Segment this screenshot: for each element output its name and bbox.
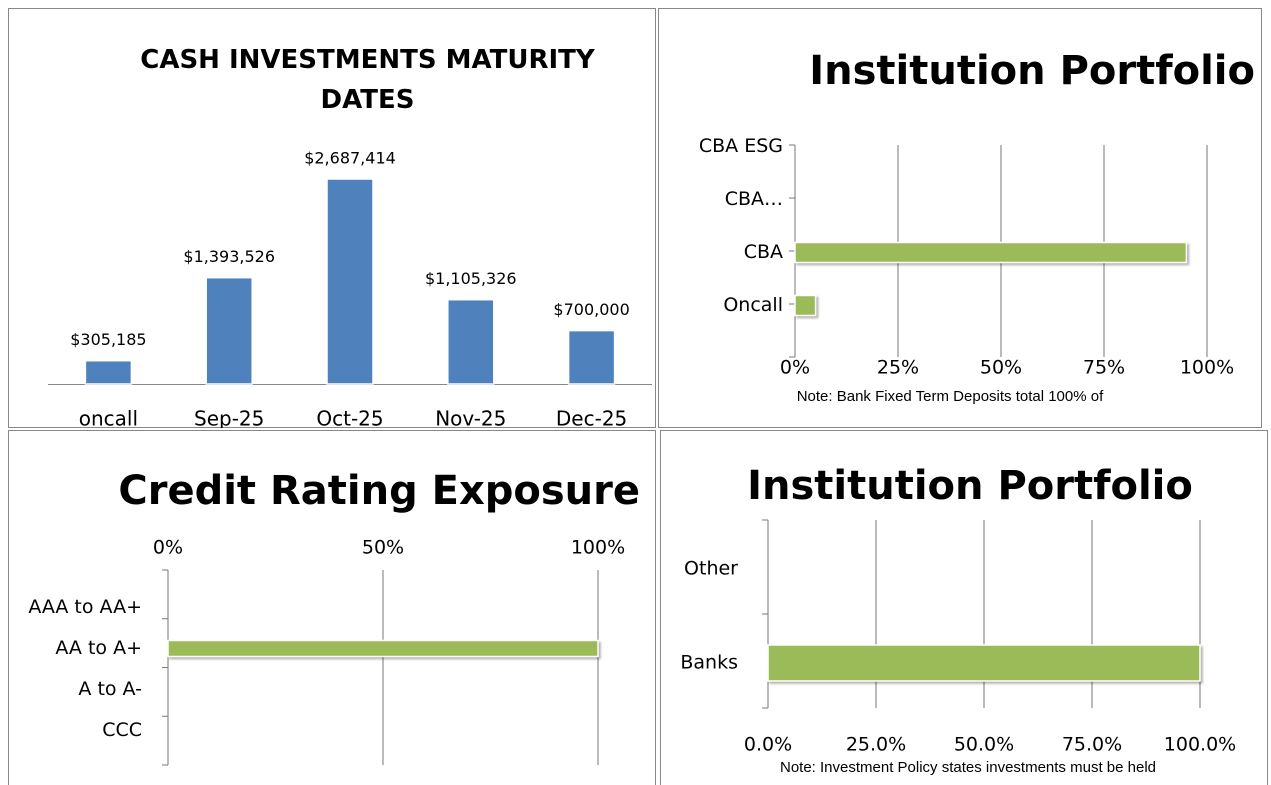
bar (167, 639, 599, 658)
value-label: $1,393,526 (183, 247, 275, 266)
y-tick-label: CBA (744, 241, 783, 263)
panel (660, 430, 1268, 785)
title-box: CASH INVESTMENTS MATURITY DATES (140, 45, 595, 116)
note: Note: Investment Policy states investmen… (780, 759, 1156, 776)
bar (84, 359, 133, 385)
y-tick-label: A to A- (78, 678, 142, 700)
bar (767, 644, 1201, 682)
x-tick-label: 100.0% (1164, 734, 1236, 756)
panel (658, 8, 1262, 428)
x-tick-label: 75% (1083, 357, 1125, 379)
x-tick-label: oncall (79, 407, 138, 431)
y-tick-label: Other (684, 558, 738, 580)
value-label: $700,000 (553, 300, 629, 319)
x-tick-label: Oct-25 (316, 407, 383, 431)
x-tick-label: 50% (362, 537, 404, 559)
y-tick-label: Banks (680, 652, 738, 674)
x-tick-label: 0% (780, 357, 810, 379)
x-tick-label: 25% (877, 357, 919, 379)
bar (794, 241, 1188, 264)
chart-institution: Institution Portfolio 0% 25% 50% 75% 100% CBA … (699, 48, 1255, 405)
x-tick-label: 50% (980, 357, 1022, 379)
chart-title: Institution Portfolio (809, 48, 1255, 94)
title-box: Institution Portfolio (809, 48, 1255, 94)
x-tick-label: 50.0% (954, 734, 1014, 756)
bar (447, 298, 495, 385)
chart-institution-type: Institution Portfolio 0.0% 25.0% 50.0% 75.0%… (680, 463, 1236, 776)
x-tick-label: Sep-25 (194, 407, 264, 431)
y-tick-label: AAA to AA+ (28, 596, 142, 618)
chart-maturity: CASH INVESTMENTS MATURITY DATES $305,185 o… (48, 45, 652, 431)
panel (8, 8, 656, 428)
bar (205, 276, 253, 385)
y-tick-label: CBA ESG (699, 135, 783, 157)
bar (567, 329, 616, 385)
x-tick-label: 75.0% (1062, 734, 1122, 756)
chart-title: CASH INVESTMENTS MATURITY DATES (140, 45, 595, 116)
x-tick-label: Nov-25 (435, 407, 506, 431)
panel (8, 430, 656, 785)
title-box: Credit Rating Exposure (118, 468, 640, 514)
x-tick-label: 0.0% (744, 734, 792, 756)
x-tick-label: 100% (1180, 357, 1234, 379)
x-tick-label: 100% (571, 537, 625, 559)
bar (794, 294, 817, 317)
y-tick-label: Oncall (723, 294, 783, 316)
x-tick-label: Dec-25 (556, 407, 627, 431)
bar (326, 178, 374, 385)
title-box: Institution Portfolio (747, 463, 1193, 509)
value-label: $305,185 (70, 330, 146, 349)
chart-title: Credit Rating Exposure (118, 468, 640, 514)
y-tick-label: CBA… (725, 188, 783, 210)
value-label: $1,105,326 (425, 269, 517, 288)
x-tick-label: 0% (153, 537, 183, 559)
chart-title: Institution Portfolio (747, 463, 1193, 509)
value-label: $2,687,414 (304, 149, 396, 168)
x-tick-label: 25.0% (846, 734, 906, 756)
note: Note: Bank Fixed Term Deposits total 100… (797, 388, 1104, 405)
y-tick-label: CCC (102, 719, 142, 741)
chart-credit: Credit Rating Exposure 0% 50% 100% AAA to AA… (28, 468, 640, 766)
y-tick-label: AA to A+ (55, 637, 142, 659)
